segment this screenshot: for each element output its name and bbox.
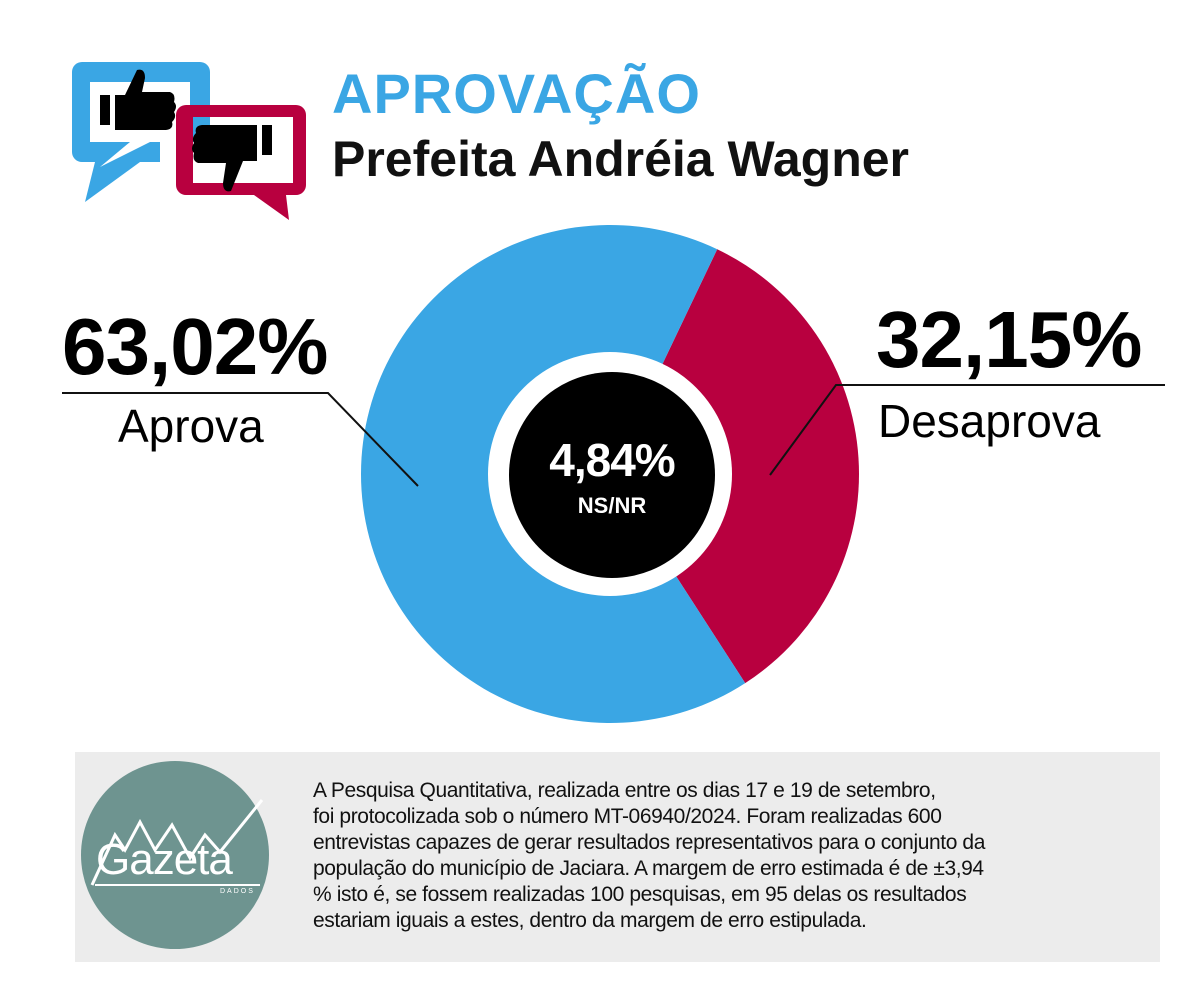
aprova-label: Aprova	[118, 400, 264, 452]
desaprova-label: Desaprova	[878, 395, 1101, 447]
slice-desaprova	[610, 249, 859, 684]
desaprova-value: 32,15%	[876, 295, 1142, 384]
methodology-line: entrevistas capazes de gerar resultados …	[313, 831, 985, 854]
center-nsnr-circle	[509, 372, 715, 578]
aprova-value: 63,02%	[62, 302, 328, 391]
methodology-text: A Pesquisa Quantitativa, realizada entre…	[313, 778, 1053, 934]
gazeta-logo-text: Gazeta	[96, 835, 233, 884]
chart-subtitle: Prefeita Andréia Wagner	[332, 131, 910, 187]
gazeta-logo-subtext: DADOS	[220, 888, 255, 895]
leader-line-desaprova	[769, 384, 1165, 476]
center-label: NS/NR	[577, 493, 647, 518]
methodology-line: % isto é, se fossem realizadas 100 pesqu…	[313, 883, 967, 906]
thumbs-up-down-icon	[72, 62, 306, 220]
center-value: 4,84%	[549, 434, 675, 486]
methodology-line: estariam iguais a estes, dentro da marge…	[313, 909, 867, 932]
methodology-line: A Pesquisa Quantitativa, realizada entre…	[313, 779, 936, 802]
chart-title: APROVAÇÃO	[332, 62, 701, 125]
methodology-line: foi protocolizada sob o número MT-06940/…	[313, 805, 942, 828]
leader-line-aprova	[62, 392, 419, 487]
methodology-line: população do município de Jaciara. A mar…	[313, 857, 984, 880]
